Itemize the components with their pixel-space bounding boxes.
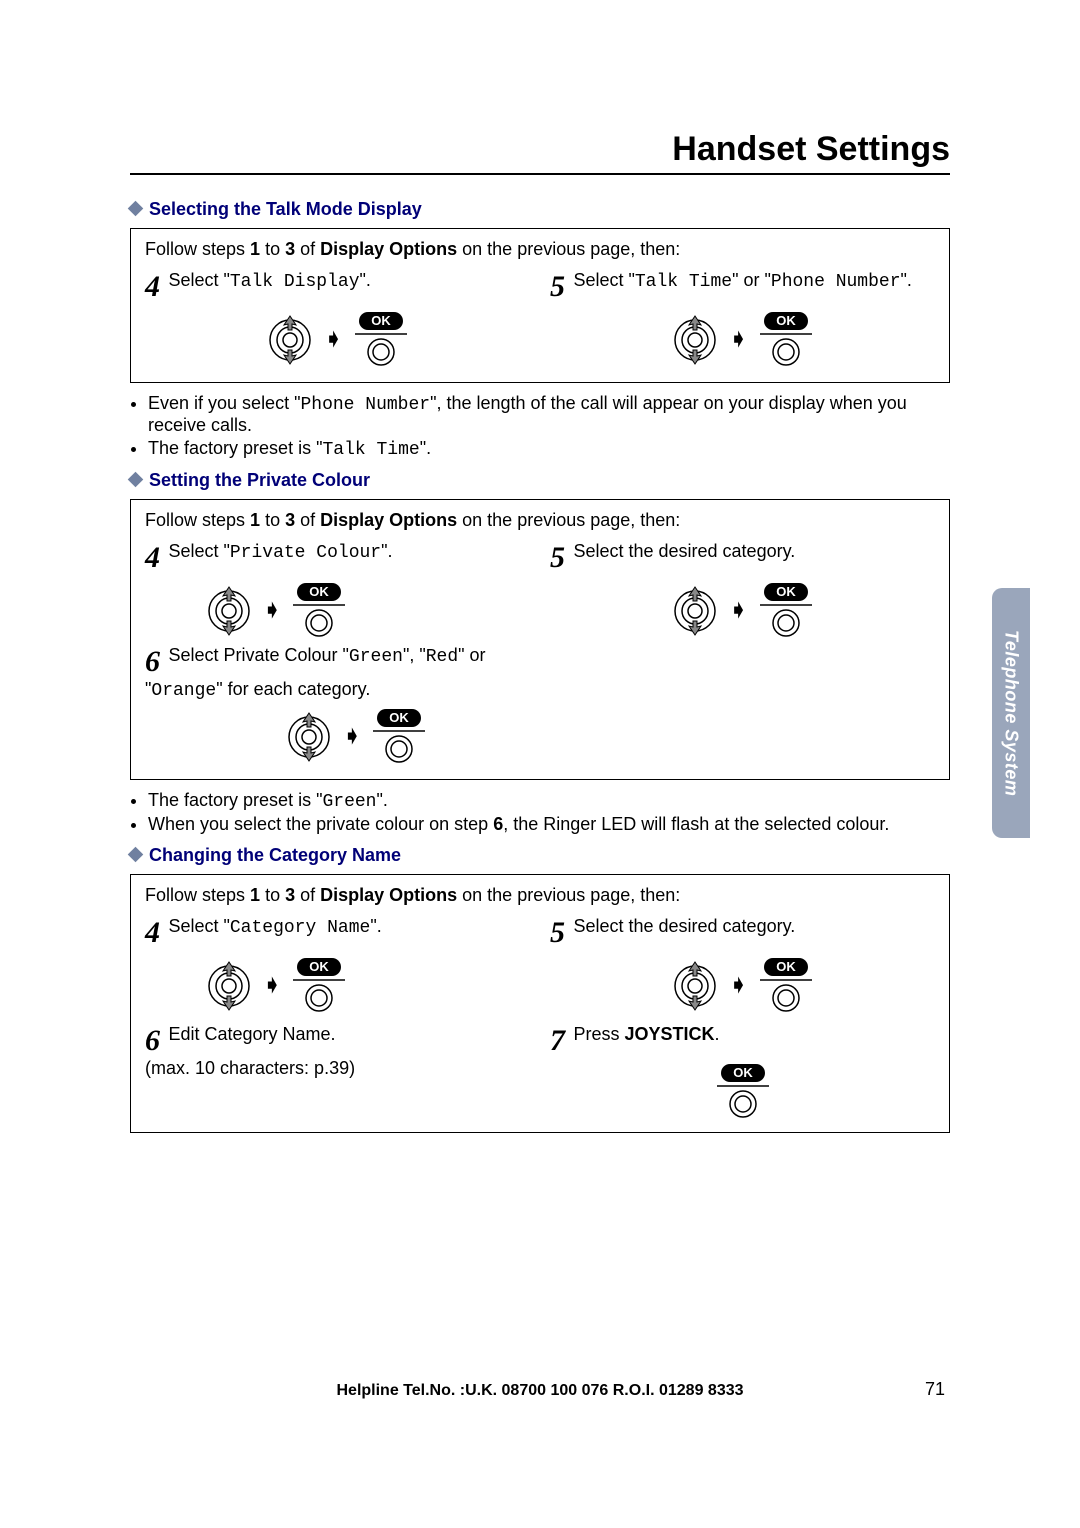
footer-helpline: Helpline Tel.No. :U.K. 08700 100 076 R.O… (0, 1382, 1080, 1400)
side-tab-label: Telephone System (1001, 630, 1022, 796)
box-category-name: Follow steps 1 to 3 of Display Options o… (130, 874, 950, 1133)
step-num: 4 (145, 916, 160, 950)
step-num: 5 (550, 270, 565, 304)
joystick-icon (671, 581, 719, 639)
follow-steps-1: Follow steps 1 to 3 of Display Options o… (145, 239, 935, 260)
side-tab: Telephone System (992, 588, 1030, 838)
arrow-icon: ➧ (343, 723, 361, 749)
ok-button-icon (353, 312, 409, 366)
step-num: 4 (145, 541, 160, 575)
step-6-category: 6 Edit Category Name.(max. 10 characters… (145, 1024, 530, 1118)
joystick-icon (205, 956, 253, 1014)
subhead-talk-mode: Selecting the Talk Mode Display (130, 199, 950, 220)
joystick-icon (671, 310, 719, 368)
subhead-category-name-text: Changing the Category Name (149, 845, 401, 865)
arrow-icon: ➧ (729, 597, 747, 623)
diamond-icon (128, 201, 144, 217)
follow-steps-2: Follow steps 1 to 3 of Display Options o… (145, 510, 935, 531)
arrow-icon: ➧ (263, 972, 281, 998)
page-number: 71 (925, 1379, 945, 1400)
joystick-icon (671, 956, 719, 1014)
ok-button-icon (758, 583, 814, 637)
step-6-colour: 6 Select Private Colour "Green", "Red" o… (145, 645, 530, 765)
subhead-private-colour-text: Setting the Private Colour (149, 470, 370, 490)
title-rule (130, 173, 950, 175)
joystick-icon (285, 707, 333, 765)
step-4-talk: 4 Select "Talk Display". ➧ (145, 270, 530, 368)
arrow-icon: ➧ (729, 972, 747, 998)
follow-steps-3: Follow steps 1 to 3 of Display Options o… (145, 885, 935, 906)
diamond-icon (128, 472, 144, 488)
diamond-icon (128, 847, 144, 863)
page-title: Handset Settings (130, 130, 950, 169)
arrow-icon: ➧ (263, 597, 281, 623)
joystick-icon (205, 581, 253, 639)
step-5-colour: 5 Select the desired category. ➧ (550, 541, 935, 639)
box-talk-mode: Follow steps 1 to 3 of Display Options o… (130, 228, 950, 383)
step-5-category: 5 Select the desired category. ➧ (550, 916, 935, 1014)
subhead-talk-mode-text: Selecting the Talk Mode Display (149, 199, 422, 219)
ok-button-icon (291, 958, 347, 1012)
ok-button-icon (758, 312, 814, 366)
notes-private-colour: The factory preset is "Green". When you … (148, 790, 950, 835)
arrow-icon: ➧ (729, 326, 747, 352)
step-num: 6 (145, 1024, 160, 1058)
arrow-icon: ➧ (324, 326, 342, 352)
step-num: 6 (145, 645, 160, 679)
step-7-category: 7 Press JOYSTICK. (550, 1024, 935, 1118)
joystick-icon (266, 310, 314, 368)
ok-button-icon (371, 709, 427, 763)
step-num: 4 (145, 270, 160, 304)
step-4-colour: 4 Select "Private Colour". ➧ (145, 541, 530, 639)
step-4-category: 4 Select "Category Name". ➧ (145, 916, 530, 1014)
subhead-category-name: Changing the Category Name (130, 845, 950, 866)
notes-talk-mode: Even if you select "Phone Number", the l… (148, 393, 950, 460)
ok-button-icon (715, 1064, 771, 1118)
step-num: 5 (550, 541, 565, 575)
step-num: 5 (550, 916, 565, 950)
box-private-colour: Follow steps 1 to 3 of Display Options o… (130, 499, 950, 780)
ok-button-icon (758, 958, 814, 1012)
subhead-private-colour: Setting the Private Colour (130, 470, 950, 491)
step-num: 7 (550, 1024, 565, 1058)
ok-button-icon (291, 583, 347, 637)
step-5-talk: 5 Select "Talk Time" or "Phone Number". … (550, 270, 935, 368)
